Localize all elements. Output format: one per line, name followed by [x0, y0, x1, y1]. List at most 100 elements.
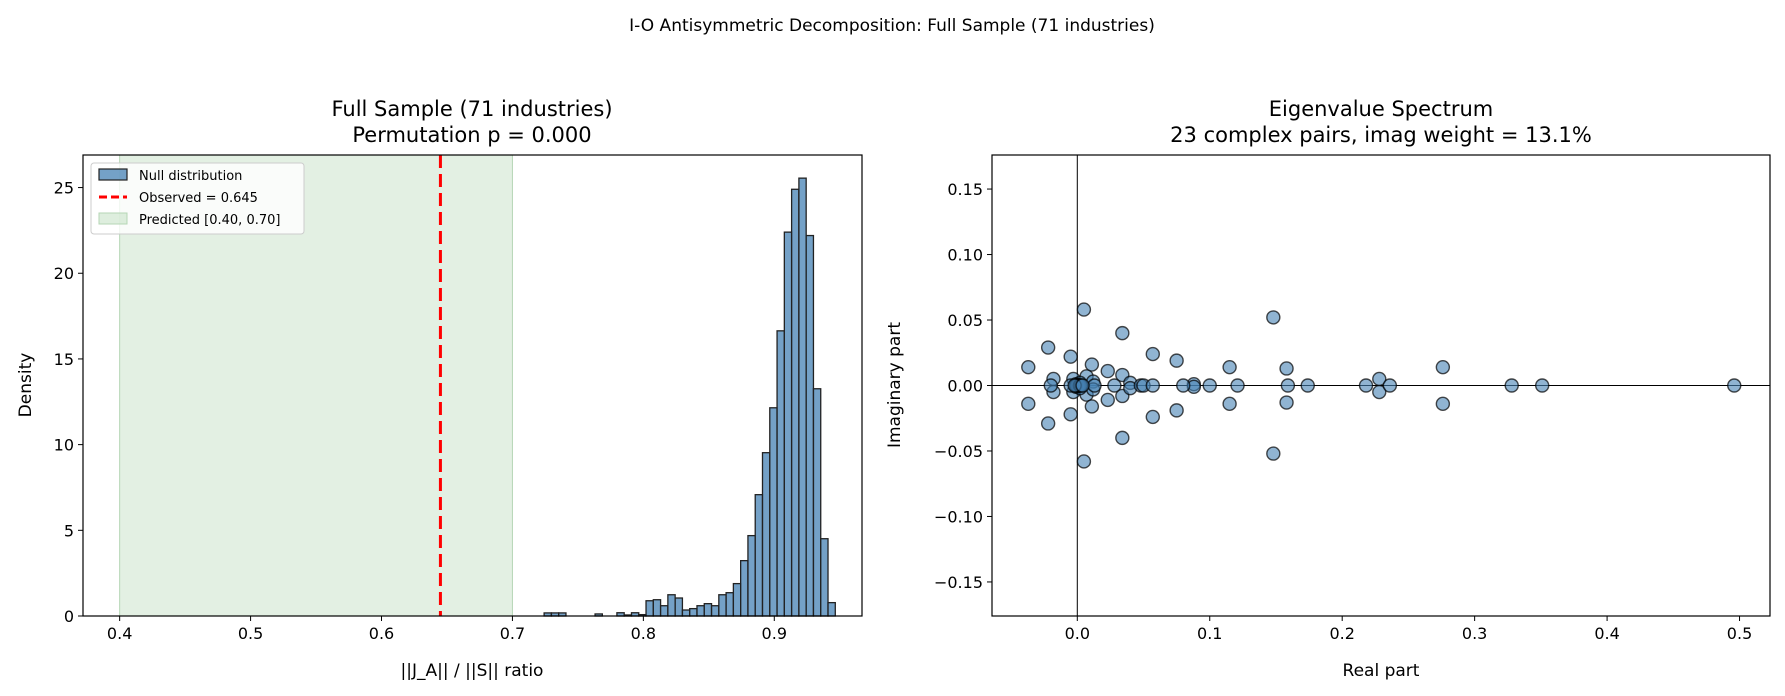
eigenvalue-point — [1222, 396, 1237, 412]
eigenvalue-point — [1115, 430, 1130, 446]
eigenvalue-point — [1115, 325, 1130, 341]
x-tick-label: 0.5 — [238, 624, 263, 643]
eigenvalue-point — [1372, 384, 1387, 400]
x-tick-label: 0.2 — [1329, 624, 1354, 643]
eigenvalue-point — [1358, 378, 1374, 393]
x-tick-label: 0.5 — [1727, 624, 1752, 643]
eigenvalue-point — [1145, 378, 1160, 393]
eigenvalue-point — [1222, 359, 1237, 375]
eigenvalue-point — [1084, 399, 1100, 414]
eigenvalue-point — [1021, 396, 1036, 412]
histogram-bar — [696, 605, 705, 617]
x-tick-label: 0.7 — [500, 624, 525, 643]
histogram-bar — [820, 538, 829, 617]
histogram-bar — [747, 534, 756, 617]
hist-title-line2: Permutation p = 0.000 — [352, 123, 591, 147]
histogram-bar — [776, 330, 785, 617]
eigenvalue-point — [1435, 396, 1451, 412]
histogram-bar — [674, 597, 684, 617]
eigen-title-line1: Eigenvalue Spectrum — [1269, 97, 1493, 121]
histogram-bar — [812, 388, 822, 617]
hist-ylabel: Density — [16, 353, 36, 418]
eigenvalue-point — [1076, 454, 1092, 469]
eigen-title-line2: 23 complex pairs, imag weight = 13.1% — [1170, 123, 1592, 147]
histogram-bar — [689, 607, 698, 617]
x-tick-label: 0.9 — [762, 624, 787, 643]
legend-label-predicted: Predicted [0.40, 0.70] — [139, 213, 280, 228]
eigenvalue-point — [1202, 378, 1217, 393]
eigenvalue-point — [1063, 407, 1078, 422]
eigenvalue-point — [1075, 378, 1090, 393]
x-tick-label: 0.4 — [107, 624, 132, 643]
histogram-bar — [754, 494, 764, 617]
eigen-panel: Eigenvalue Spectrum 23 complex pairs, im… — [885, 97, 1771, 681]
legend-label-null: Null distribution — [139, 169, 242, 184]
histogram-bar — [732, 582, 742, 617]
eigen-ylabel: Imaginary part — [885, 322, 905, 448]
y-tick-label: 20 — [54, 264, 74, 283]
x-tick-label: 0.1 — [1197, 624, 1222, 643]
eigenvalue-point — [1230, 378, 1245, 393]
y-tick-label: −0.15 — [934, 573, 983, 592]
eigenvalue-point — [1043, 378, 1059, 393]
legend-label-observed: Observed = 0.645 — [139, 191, 258, 206]
legend-swatch-predicted — [98, 212, 128, 225]
histogram-bar — [761, 452, 771, 617]
x-tick-label: 0.0 — [1065, 624, 1090, 643]
eigenvalue-point — [1084, 357, 1100, 372]
eigenvalue-point — [1145, 409, 1160, 425]
histogram-bar — [710, 605, 720, 617]
x-tick-label: 0.8 — [631, 624, 656, 643]
axes-frame — [82, 154, 863, 617]
eigenvalue-point — [1063, 349, 1078, 364]
eigenvalue-point — [1266, 446, 1281, 461]
histogram-bar — [681, 609, 691, 617]
y-tick-label: 10 — [54, 436, 74, 455]
histogram-bar — [805, 234, 815, 617]
histogram-bar — [740, 559, 749, 617]
histogram-bar — [798, 177, 807, 617]
y-tick-label: −0.10 — [934, 507, 983, 526]
suptitle: I-O Antisymmetric Decomposition: Full Sa… — [629, 16, 1155, 36]
eigenvalue-point — [1435, 359, 1451, 375]
eigenvalue-point — [1040, 340, 1056, 355]
y-tick-label: 25 — [54, 179, 74, 198]
histogram-bar — [827, 601, 836, 617]
eigenvalue-point — [1279, 395, 1294, 410]
y-tick-label: 0.05 — [947, 311, 983, 330]
eigenvalue-point — [1040, 416, 1056, 431]
histogram-bar — [645, 600, 654, 617]
eigenvalue-point — [1021, 359, 1036, 375]
eigenvalue-point — [1727, 378, 1742, 393]
eigenvalue-point — [1382, 378, 1398, 393]
eigenvalue-point — [1280, 378, 1296, 393]
histogram-panel: Full Sample (71 industries) Permutation … — [16, 97, 863, 681]
histogram-bar — [652, 599, 662, 617]
x-tick-label: 0.4 — [1594, 624, 1619, 643]
legend-box — [90, 162, 305, 235]
y-tick-label: 0.15 — [947, 180, 983, 199]
histogram-bar — [718, 594, 727, 617]
y-tick-label: 15 — [54, 350, 74, 369]
eigenvalue-point — [1300, 378, 1315, 393]
eigen-plot-area: 0.0 0.1 0.2 0.3 0.4 0.5 0.15 0.10 0.05 0.00 −0.05 −… — [934, 154, 1771, 643]
hist-xlabel: ||J_A|| / ||S|| ratio — [401, 661, 544, 681]
y-tick-label: −0.05 — [934, 442, 983, 461]
y-tick-label: 0 — [64, 607, 74, 626]
x-tick-label: 0.3 — [1462, 624, 1487, 643]
eigenvalue-point — [1145, 346, 1160, 362]
x-tick-label: 0.6 — [369, 624, 394, 643]
eigenvalue-point — [1100, 392, 1115, 408]
y-tick-label: 5 — [64, 521, 74, 540]
legend-swatch-null — [98, 168, 128, 181]
eigenvalue-point — [1076, 302, 1092, 317]
eigenvalue-point — [1107, 378, 1122, 393]
eigenvalue-point — [1169, 403, 1184, 418]
y-tick-label: 0.00 — [947, 377, 983, 396]
histogram-bar — [769, 407, 778, 617]
eigen-xlabel: Real part — [1343, 661, 1420, 681]
histogram-bar — [667, 594, 676, 617]
histogram-bar — [790, 188, 800, 617]
histogram-bar — [725, 592, 735, 617]
